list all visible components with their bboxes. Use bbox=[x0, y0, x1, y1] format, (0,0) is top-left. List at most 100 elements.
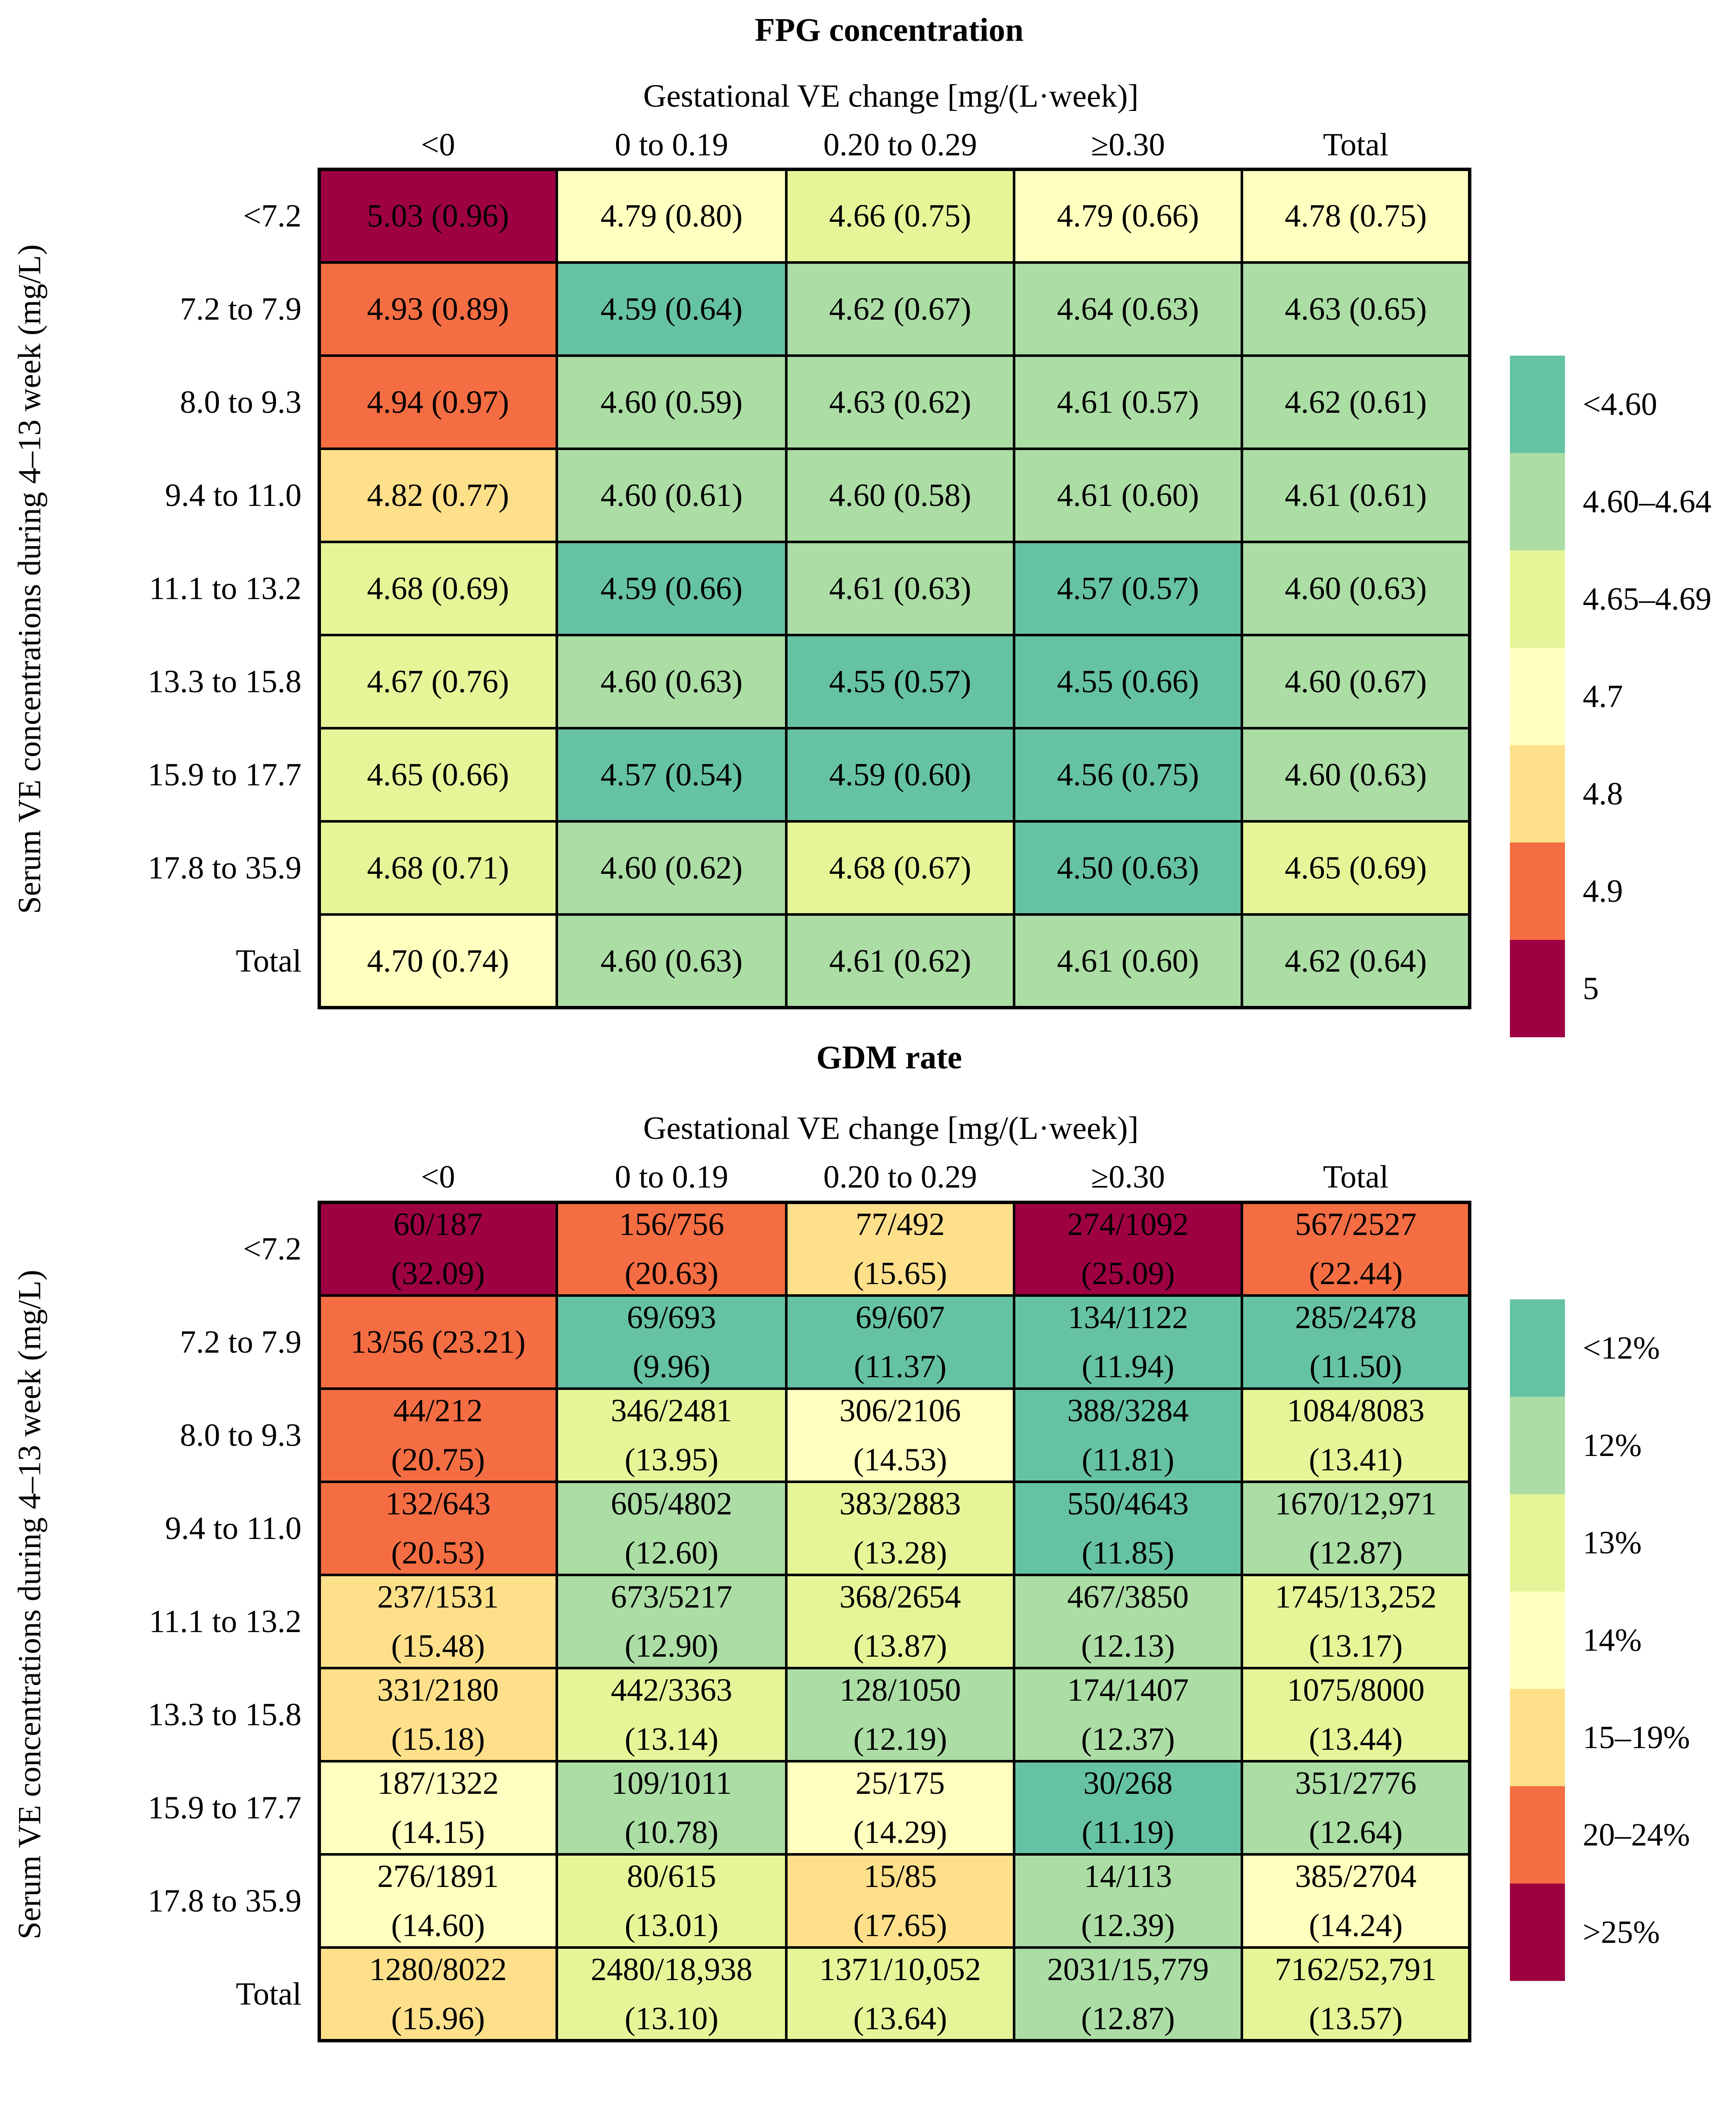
cell-label: 285/2478 bbox=[1295, 1300, 1416, 1335]
x-axis-label: Gestational VE change [mg/(L·week)] bbox=[643, 1111, 1139, 1146]
legend-label: 13% bbox=[1583, 1525, 1642, 1561]
heatmap-cell bbox=[1013, 1760, 1243, 1856]
cell-label: 69/607 bbox=[855, 1300, 945, 1335]
cell-label: 4.82 (0.77) bbox=[367, 478, 509, 513]
cell-label: 2480/18,938 bbox=[591, 1952, 752, 1987]
cell-label: (11.19) bbox=[1082, 1815, 1175, 1850]
cell-label: (14.24) bbox=[1309, 1908, 1403, 1943]
cell-label: 156/756 bbox=[619, 1207, 724, 1242]
legend-label: 4.7 bbox=[1583, 679, 1623, 714]
cell-label: 4.60 (0.67) bbox=[1285, 664, 1427, 699]
row-header: Total bbox=[236, 1976, 301, 2012]
cell-label: 4.79 (0.66) bbox=[1057, 198, 1199, 234]
heatmap-cell bbox=[556, 354, 788, 450]
cell-label: 4.65 (0.66) bbox=[367, 757, 509, 793]
column-header: Total bbox=[1323, 1159, 1388, 1195]
legend-label: 5 bbox=[1583, 971, 1599, 1006]
cell-label: 4.60 (0.63) bbox=[1285, 757, 1427, 793]
cell-label: 346/2481 bbox=[611, 1393, 732, 1428]
cell-label: 4.61 (0.63) bbox=[829, 571, 971, 606]
y-axis-label: Serum VE concentrations during 4–13 week… bbox=[12, 1270, 47, 1939]
cell-label: 4.79 (0.80) bbox=[600, 198, 743, 234]
cell-label: (13.41) bbox=[1309, 1442, 1403, 1478]
cell-label: (15.18) bbox=[391, 1721, 485, 1757]
legend-label: 4.60–4.64 bbox=[1583, 484, 1711, 519]
cell-label: (12.13) bbox=[1081, 1628, 1175, 1664]
legend-label: <4.60 bbox=[1583, 387, 1657, 422]
row-header: Total bbox=[236, 943, 301, 979]
column-header: ≥0.30 bbox=[1091, 127, 1165, 163]
heatmap-cell bbox=[785, 1853, 1015, 1949]
cell-label: (11.50) bbox=[1310, 1349, 1402, 1384]
cell-label: (20.53) bbox=[391, 1535, 485, 1571]
legend-label: 20–24% bbox=[1583, 1817, 1690, 1853]
cell-label: 4.94 (0.97) bbox=[367, 384, 509, 420]
heatmap-cell bbox=[1241, 727, 1471, 823]
cell-label: (17.65) bbox=[853, 1908, 947, 1943]
cell-label: 306/2106 bbox=[839, 1393, 961, 1428]
cell-label: 4.60 (0.63) bbox=[600, 943, 743, 979]
chart-title: GDM rate bbox=[816, 1039, 962, 1076]
cell-label: (13.17) bbox=[1309, 1628, 1403, 1664]
cell-label: 109/1011 bbox=[611, 1765, 732, 1801]
cell-label: 4.60 (0.63) bbox=[1285, 571, 1427, 606]
heatmap-cell bbox=[318, 1853, 558, 1949]
cell-label: 4.61 (0.60) bbox=[1057, 943, 1199, 979]
heatmap-cell bbox=[785, 727, 1015, 823]
cell-label: (12.39) bbox=[1081, 1908, 1175, 1943]
cell-label: 7162/52,791 bbox=[1275, 1952, 1437, 1987]
heatmap-cell bbox=[318, 820, 558, 916]
heatmap-cell bbox=[1013, 448, 1243, 543]
gdm-heatmap-panel: GDM rate Gestational VE change [mg/(L·wee… bbox=[12, 1039, 1690, 2042]
cell-label: (11.81) bbox=[1082, 1442, 1175, 1478]
cell-label: 237/1531 bbox=[377, 1579, 499, 1615]
cell-label: 276/1891 bbox=[377, 1859, 499, 1894]
cell-label: (13.10) bbox=[625, 2001, 719, 2036]
cell-label: (13.64) bbox=[853, 2001, 947, 2036]
cell-label: 4.60 (0.58) bbox=[829, 478, 971, 513]
cell-label: (32.09) bbox=[391, 1256, 485, 1291]
cell-label: (12.87) bbox=[1081, 2001, 1175, 2036]
heatmap-cell bbox=[785, 1760, 1015, 1856]
row-header: 13.3 to 15.8 bbox=[148, 664, 301, 699]
cell-label: 1280/8022 bbox=[369, 1952, 507, 1987]
legend-swatch bbox=[1510, 356, 1565, 453]
legend-label: <12% bbox=[1583, 1330, 1660, 1366]
cell-label: 4.67 (0.76) bbox=[367, 664, 509, 699]
cell-label: 4.64 (0.63) bbox=[1057, 291, 1199, 327]
cell-label: 368/2654 bbox=[839, 1579, 961, 1615]
cell-label: 80/615 bbox=[627, 1859, 716, 1894]
cell-label: (12.19) bbox=[853, 1721, 947, 1757]
cell-label: 4.63 (0.62) bbox=[829, 384, 971, 420]
cell-label: (10.78) bbox=[625, 1815, 719, 1850]
heatmap-cell bbox=[318, 541, 558, 636]
heatmap-cell bbox=[1241, 1667, 1471, 1762]
cell-label: 388/3284 bbox=[1067, 1393, 1189, 1428]
cell-label: (9.96) bbox=[633, 1349, 710, 1384]
legend-label: 4.9 bbox=[1583, 873, 1623, 909]
cell-label: (11.37) bbox=[854, 1349, 947, 1384]
x-axis-label: Gestational VE change [mg/(L·week)] bbox=[643, 78, 1139, 114]
heatmap-cell bbox=[1013, 1481, 1243, 1576]
cell-label: (15.65) bbox=[853, 1256, 947, 1291]
column-header: 0.20 to 0.29 bbox=[823, 1159, 977, 1195]
heatmap-cell bbox=[785, 1667, 1015, 1762]
cell-label: (12.60) bbox=[625, 1535, 719, 1571]
heatmap-cell bbox=[785, 1574, 1015, 1669]
heatmap-cell bbox=[785, 1294, 1015, 1390]
heatmap-cell bbox=[785, 541, 1015, 636]
cell-label: 1670/12,971 bbox=[1275, 1486, 1437, 1522]
cell-label: 4.56 (0.75) bbox=[1057, 757, 1199, 793]
cell-label: 331/2180 bbox=[377, 1672, 499, 1708]
cell-label: 673/5217 bbox=[611, 1579, 732, 1615]
legend-swatch bbox=[1510, 1689, 1565, 1786]
cell-label: 274/1092 bbox=[1067, 1207, 1189, 1242]
column-header: <0 bbox=[421, 127, 455, 163]
cell-label: 4.61 (0.60) bbox=[1057, 478, 1199, 513]
row-header: <7.2 bbox=[243, 198, 301, 234]
cell-label: 4.65 (0.69) bbox=[1285, 850, 1427, 886]
heatmap-cell bbox=[1013, 354, 1243, 450]
cell-label: (22.44) bbox=[1309, 1256, 1403, 1291]
column-header: 0 to 0.19 bbox=[615, 1159, 728, 1195]
